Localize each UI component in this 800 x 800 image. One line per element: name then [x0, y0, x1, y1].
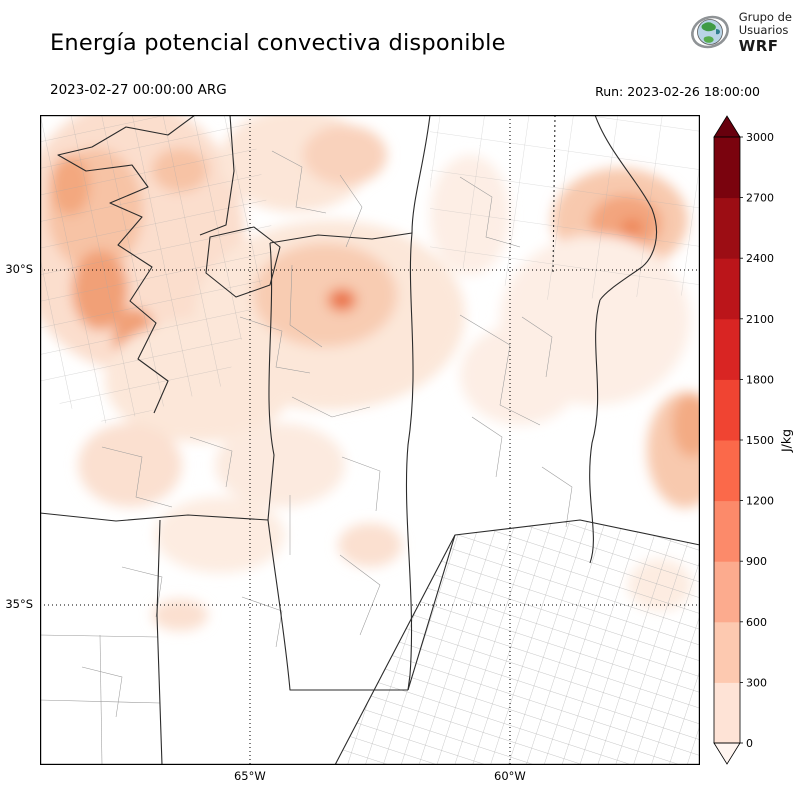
- colorbar-tick-label: 1500: [746, 434, 774, 447]
- colorbar-tick-label: 2700: [746, 192, 774, 205]
- y-axis-label: 35°S: [5, 597, 33, 611]
- colorbar-segment: [714, 561, 740, 622]
- valid-time-label: 2023-02-27 00:00:00 ARG: [50, 82, 227, 98]
- colorbar-tick-label: 0: [746, 737, 753, 750]
- logo-line2: Usuarios: [739, 24, 792, 38]
- map-frame: [40, 115, 700, 765]
- colorbar-tick-label: 2100: [746, 313, 774, 326]
- run-time-label: Run: 2023-02-26 18:00:00: [595, 84, 760, 99]
- colorbar-segment: [714, 258, 740, 319]
- wrf-logo: Grupo de Usuarios WRF: [687, 10, 792, 56]
- colorbar-under-arrow: [714, 743, 740, 764]
- colorbar-segment: [714, 319, 740, 380]
- logo-line1: Grupo de: [739, 11, 792, 25]
- colorbar-segment: [714, 501, 740, 562]
- weather-map-page: Energía potencial convectiva disponible …: [0, 0, 800, 800]
- colorbar-tick-label: 1800: [746, 373, 774, 386]
- colorbar-tick-label: 300: [746, 676, 767, 689]
- x-axis-label: 60°W: [494, 769, 526, 783]
- colorbar-unit-label: J/kg: [777, 115, 795, 765]
- colorbar-tick-label: 900: [746, 555, 767, 568]
- colorbar-over-arrow: [714, 116, 740, 137]
- colorbar-segment: [714, 622, 740, 683]
- colorbar-segment: [714, 682, 740, 743]
- colorbar-tick-label: 2400: [746, 252, 774, 265]
- page-title: Energía potencial convectiva disponible: [50, 30, 506, 56]
- map-canvas: [40, 115, 700, 765]
- colorbar-segment: [714, 440, 740, 501]
- logo-wrf: WRF: [739, 38, 792, 56]
- y-axis-labels: 30°S 35°S: [0, 115, 38, 765]
- colorbar-tick-label: 1200: [746, 495, 774, 508]
- colorbar-tick-label: 3000: [746, 131, 774, 144]
- colorbar-tick-label: 600: [746, 616, 767, 629]
- logo-text: Grupo de Usuarios WRF: [739, 11, 792, 56]
- x-axis-labels: 65°W 60°W: [40, 769, 700, 787]
- colorbar-segment: [714, 198, 740, 259]
- colorbar-segment: [714, 137, 740, 198]
- x-axis-label: 65°W: [234, 769, 266, 783]
- colorbar-segment: [714, 379, 740, 440]
- globe-icon: [687, 10, 733, 56]
- y-axis-label: 30°S: [5, 262, 33, 276]
